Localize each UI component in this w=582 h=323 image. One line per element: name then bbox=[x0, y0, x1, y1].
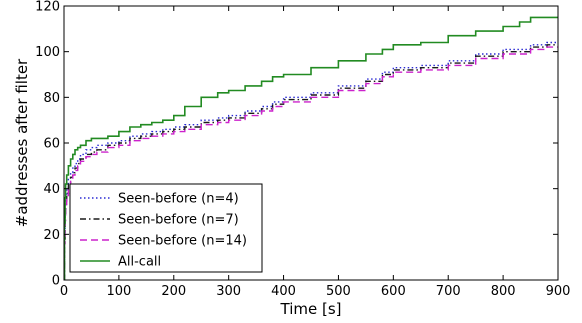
x-tick-label-0: 0 bbox=[60, 284, 68, 299]
x-tick-label-8: 800 bbox=[491, 284, 516, 299]
x-tick-label-6: 600 bbox=[381, 284, 406, 299]
x-tick-label-4: 400 bbox=[271, 284, 296, 299]
x-tick-label-1: 100 bbox=[106, 284, 131, 299]
ticks-layer: 0 100 200 300 400 500 600 700 800 900 0 20 40 60 80 100… bbox=[35, 0, 570, 299]
y-tick-label-6: 120 bbox=[35, 0, 60, 15]
y-tick-label-2: 40 bbox=[43, 182, 60, 197]
y-tick-label-4: 80 bbox=[43, 91, 60, 106]
legend-label-1: Seen-before (n=7) bbox=[118, 213, 239, 228]
series-line-0 bbox=[64, 41, 558, 280]
series-layer bbox=[64, 16, 558, 280]
y-tick-label-1: 20 bbox=[43, 228, 60, 243]
x-tick-label-9: 900 bbox=[546, 284, 571, 299]
legend: Seen-before (n=4) Seen-before (n=7) Seen-b… bbox=[69, 183, 263, 273]
legend-box bbox=[69, 183, 263, 273]
y-axis-label: #addresses after filter bbox=[13, 58, 31, 227]
x-tick-label-2: 200 bbox=[161, 284, 186, 299]
y-tick-label-0: 0 bbox=[52, 274, 60, 289]
x-axis-label: Time [s] bbox=[280, 300, 342, 318]
x-tick-label-5: 500 bbox=[326, 284, 351, 299]
x-tick-label-7: 700 bbox=[436, 284, 461, 299]
x-tick-label-3: 300 bbox=[216, 284, 241, 299]
series-line-2 bbox=[64, 46, 558, 280]
y-tick-label-5: 100 bbox=[35, 45, 60, 60]
series-line-3 bbox=[64, 16, 558, 280]
legend-label-2: Seen-before (n=14) bbox=[118, 234, 247, 249]
y-tick-label-3: 60 bbox=[43, 137, 60, 152]
legend-label-3: All-call bbox=[118, 255, 161, 270]
legend-label-0: Seen-before (n=4) bbox=[118, 192, 239, 207]
